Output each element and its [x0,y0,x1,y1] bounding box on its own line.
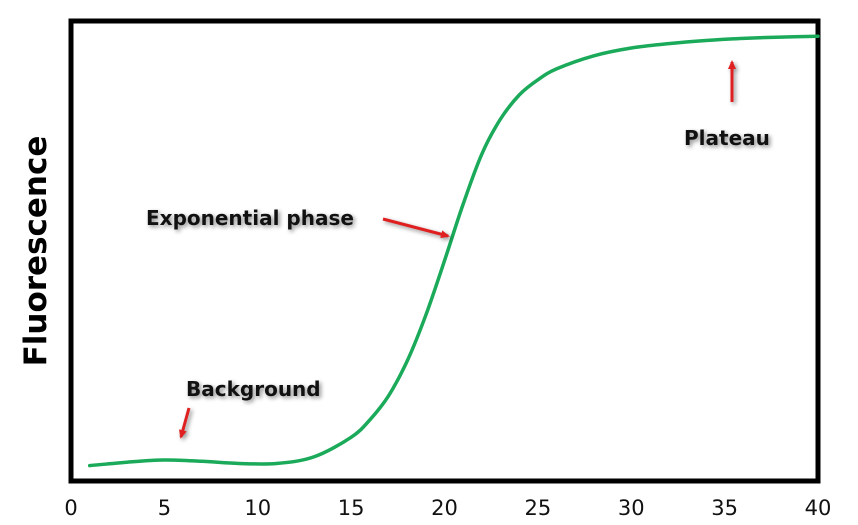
x-tick-label: 0 [64,496,77,520]
annotation-background: Background [179,377,321,439]
annotation-label: Background [186,377,321,401]
y-axis-title: Fluorescence [18,136,54,367]
plot-frame [68,18,821,484]
annotation-plateau: Plateau [684,60,770,150]
x-axis-tick-labels: 0 5 10 15 20 25 30 35 40 [64,496,831,520]
x-tick-label: 40 [805,496,832,520]
annotation-exponential-phase: Exponential phase [146,206,450,239]
annotation-arrow [179,407,191,439]
x-tick-label: 25 [525,496,552,520]
x-tick-label: 30 [618,496,645,520]
x-tick-label: 10 [244,496,271,520]
annotation-arrow [382,217,450,239]
x-tick-label: 20 [431,496,458,520]
annotation-label: Plateau [684,126,770,150]
x-tick-label: 35 [711,496,738,520]
series-line-0 [87,34,820,468]
annotation-layer: Background Exponential phase Plateau [146,60,770,439]
series-layer [87,34,820,468]
x-tick-label: 5 [158,496,171,520]
annotation-label: Exponential phase [146,206,354,230]
x-tick-label: 15 [338,496,365,520]
